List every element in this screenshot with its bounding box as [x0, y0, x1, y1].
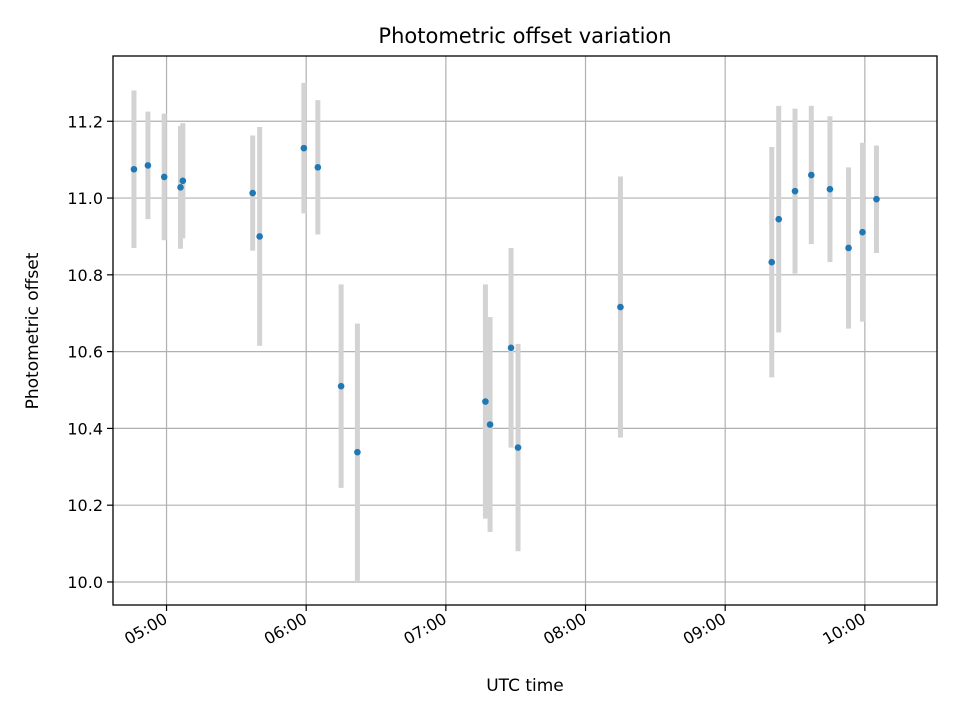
data-point [514, 444, 522, 451]
data-point [845, 244, 852, 252]
y-tick-label: 10.4 [67, 419, 103, 438]
data-point [256, 233, 263, 240]
y-tick-label: 10.2 [67, 496, 103, 515]
data-point [791, 187, 799, 195]
data-point [859, 228, 866, 236]
plot-frame [112, 55, 938, 606]
data-point [507, 344, 515, 352]
data-point [314, 164, 322, 171]
data-point [300, 144, 308, 152]
data-point [873, 195, 880, 203]
y-tick-label: 10.0 [67, 573, 103, 592]
data-point [482, 398, 489, 405]
x-axis-label: UTC time [486, 676, 564, 696]
data-point [768, 258, 776, 266]
data-point [617, 303, 624, 311]
data-point [160, 173, 168, 181]
y-tick-label: 10.8 [67, 266, 103, 285]
data-point [177, 183, 184, 191]
data-point [130, 165, 138, 173]
data-point [179, 177, 187, 185]
y-tick-label: 11.2 [67, 112, 103, 131]
data-points [130, 144, 880, 456]
data-point [337, 382, 345, 390]
data-point [826, 185, 834, 193]
data-point [249, 189, 256, 197]
chart-title: Photometric offset variation [378, 24, 671, 48]
data-point [486, 421, 494, 428]
data-point [808, 171, 815, 179]
y-tick-label: 10.6 [67, 343, 103, 362]
data-point [775, 215, 783, 223]
y-axis-label: Photometric offset [23, 252, 43, 409]
data-point [144, 162, 152, 169]
data-point [354, 448, 361, 456]
y-tick-label: 11.0 [67, 189, 103, 208]
